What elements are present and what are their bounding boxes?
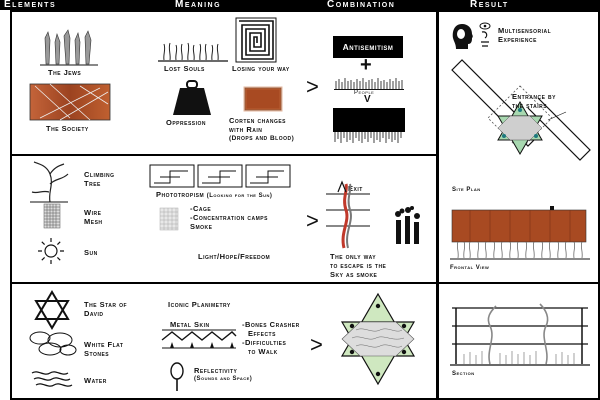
label-site-plan: Site Plan (452, 187, 481, 193)
white-stones-icon (29, 331, 77, 356)
label-light-hope: Light/Hope/Freedom (198, 252, 271, 261)
label-the-society: The Society (46, 124, 89, 133)
header-elements: Elements (4, 0, 57, 10)
arrow-gt-row2: > (306, 208, 320, 233)
label-phototropism: Phototropism (Looking for the Sun) (156, 190, 273, 199)
jews-figures-icon (40, 29, 98, 66)
label-reflectivity: Reflectivity (Sounds and Space) (194, 366, 253, 382)
frontal-view-diagram (450, 206, 590, 260)
label-star-of-david: The Star of David (84, 300, 128, 318)
people-strokes (334, 78, 404, 90)
label-escape: The only way to escape is the Sky as smo… (330, 252, 387, 279)
section-diagram (450, 303, 590, 366)
label-losing-your-way: Losing your way (232, 64, 290, 73)
star-of-david-icon (34, 290, 70, 330)
down-v: V (364, 94, 372, 105)
label-section: Section (452, 371, 475, 377)
antisemitism-box: Antisemitism (333, 36, 403, 58)
label-water: Water (84, 376, 107, 385)
society-corten-wall (29, 83, 111, 121)
header-meaning: Meaning (175, 0, 222, 10)
climbing-tree-icon (30, 161, 69, 203)
senses-icons (479, 22, 491, 47)
head-profile-icon (452, 24, 473, 49)
plus-sign: + (360, 54, 373, 76)
wire-mesh-icon (43, 203, 61, 229)
label-the-jews: The Jews (48, 68, 82, 77)
label-frontal-view: Frontal View (450, 265, 490, 271)
label-bones: -Bones Crasher Effects -Difficulties to … (242, 320, 300, 356)
maze-icon (235, 17, 277, 63)
label-iconic-planimetry: Iconic Planimetry (168, 300, 231, 309)
label-exit: Exit (348, 184, 363, 193)
label-entrance: Entrance by the stairs (512, 92, 556, 110)
corten-sample-icon (243, 86, 283, 112)
arrow-gt-row3: > (310, 332, 324, 357)
lost-souls-icon (158, 42, 228, 62)
metal-skin-diagram (161, 329, 237, 349)
water-waves-icon (31, 371, 73, 387)
mirror-icon (170, 362, 184, 391)
combination-row1-result (333, 108, 405, 143)
header-result: Result (470, 0, 509, 10)
label-multisensorial: Multisensorial Experience (498, 26, 552, 44)
label-sun: Sun (84, 248, 98, 257)
sun-icon (38, 238, 64, 264)
label-cage: -Cage -Concentration camps Smoke (190, 204, 268, 231)
section-frame (437, 282, 600, 400)
label-corten: Corten changes with Rain (Drops and Bloo… (229, 116, 295, 142)
label-people: People (354, 90, 375, 96)
arrow-gt-row1: > (306, 74, 320, 99)
label-oppression: Oppression (166, 118, 207, 127)
label-metal-skin: Metal Skin (170, 320, 210, 329)
label-white-stones: White Flat Stones (84, 340, 124, 358)
cage-mesh-sample (159, 207, 179, 231)
header-combination: Combination (327, 0, 396, 10)
weight-icon (173, 80, 211, 115)
label-lost-souls: Lost Souls (164, 64, 205, 73)
star-planimetry-diagram (340, 292, 416, 386)
smoke-chimneys-icon (395, 206, 420, 244)
label-wire-mesh: Wire Mesh (84, 208, 103, 226)
phototropism-panels (149, 164, 291, 188)
exit-tree-diagram (326, 180, 370, 249)
label-climbing-tree: Climbing Tree (84, 170, 115, 188)
site-plan-diagram (451, 59, 591, 161)
header-bar: Elements Meaning Combination Result (0, 0, 600, 10)
